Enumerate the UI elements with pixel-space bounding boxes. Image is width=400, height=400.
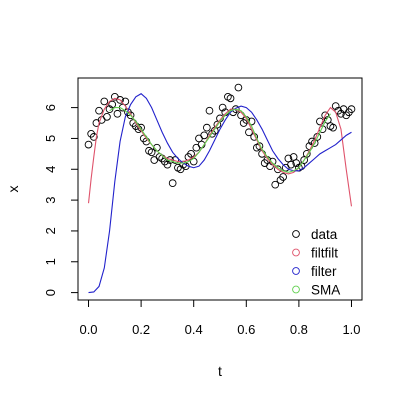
legend-marker-SMA <box>292 285 300 294</box>
data-point <box>103 112 111 121</box>
legend: data filtfilt filter SMA <box>292 227 340 298</box>
y-tick-label: 2 <box>43 227 58 234</box>
y-tick-label: 0 <box>43 289 58 296</box>
data-point <box>113 109 122 118</box>
data-point <box>245 128 253 137</box>
x-tick-label: 1.0 <box>342 322 360 337</box>
y-axis-title: x <box>5 186 21 193</box>
data-point <box>316 117 324 126</box>
legend-marker-filter <box>292 267 300 275</box>
data-point <box>226 94 235 103</box>
x-tick-label: 0.2 <box>132 322 150 337</box>
data-point <box>163 160 172 169</box>
data-point <box>287 160 295 169</box>
data-point <box>100 97 109 106</box>
y-tick-label: 5 <box>43 135 58 142</box>
legend-label-SMA: SMA <box>311 283 340 298</box>
data-point <box>108 100 117 109</box>
data-point <box>203 123 211 132</box>
x-tick-label: 0.8 <box>290 322 308 337</box>
plot-layer <box>84 83 356 294</box>
x-axis: 0.0 0.2 0.4 0.6 0.8 1.0 <box>79 299 361 337</box>
data-point <box>205 106 214 115</box>
y-tick-label: 4 <box>43 166 58 173</box>
data-point <box>189 157 198 166</box>
legend-label-filtfilt: filtfilt <box>311 246 338 261</box>
x-tick-label: 0.4 <box>185 322 203 337</box>
series-line-SMA <box>109 107 331 173</box>
data-point <box>337 109 345 118</box>
legend-label-data: data <box>311 227 338 242</box>
x-axis-title: t <box>218 363 222 379</box>
data-point <box>147 148 156 157</box>
data-point <box>271 180 280 189</box>
data-point <box>89 133 98 141</box>
data-point <box>347 105 356 113</box>
data-point <box>200 131 209 140</box>
data-point <box>329 123 337 132</box>
data-point <box>84 140 93 149</box>
data-point <box>279 173 287 181</box>
data-point <box>266 162 274 171</box>
data-point <box>302 150 311 158</box>
data-point <box>168 179 177 187</box>
data-point <box>187 150 195 158</box>
y-tick-label: 1 <box>43 258 58 265</box>
x-tick-label: 0.0 <box>79 322 97 337</box>
series-line-filter <box>88 93 352 294</box>
data-point <box>126 111 135 120</box>
data-point <box>331 102 340 110</box>
y-tick-label: 6 <box>43 104 58 111</box>
y-tick-label: 3 <box>43 196 58 203</box>
data-point <box>218 103 227 112</box>
data-point <box>116 96 124 104</box>
legend-marker-filtfilt <box>292 248 300 257</box>
series-line-filtfilt <box>87 97 353 207</box>
data-point <box>95 106 103 115</box>
data-point <box>321 111 330 120</box>
legend-label-filter: filter <box>311 264 337 279</box>
legend-marker-data <box>292 230 300 238</box>
x-tick-label: 0.6 <box>237 322 255 337</box>
data-point <box>234 83 243 92</box>
y-axis: 0 1 2 3 4 5 6 <box>43 104 79 296</box>
